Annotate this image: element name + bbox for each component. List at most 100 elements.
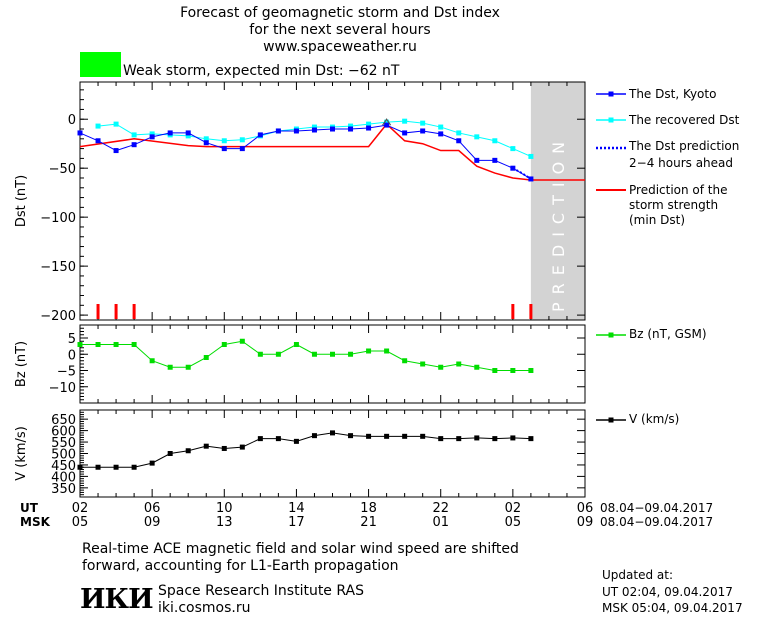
bz-line-point [95, 342, 101, 347]
recovered-dst-line-point [438, 124, 444, 130]
bz-line-point [384, 348, 390, 354]
v-ytick-label: 550 [51, 436, 76, 451]
v-line-point [221, 445, 227, 451]
legend-dst-prediction: The Dst prediction [629, 139, 740, 153]
storm-level-swatch [80, 52, 121, 77]
kyoto-dst-line-point [366, 125, 372, 131]
ut-tick-label: 22 [432, 501, 449, 516]
bz-axis-title: Bz (nT) [14, 341, 29, 387]
institute-url[interactable]: iki.cosmos.ru [158, 600, 251, 616]
chart-title: Forecast of geomagnetic storm and Dst in… [180, 5, 500, 21]
ut-tick-label: 02 [505, 501, 522, 516]
bz-line-point [185, 364, 191, 370]
ut-date-range: 08.04−09.04.2017 [600, 501, 714, 515]
v-line [80, 432, 531, 468]
recovered-dst-line-point [95, 123, 101, 129]
recovered-dst-line-point [366, 121, 372, 127]
updated-label: Updated at: [602, 568, 673, 582]
peak-marker [382, 118, 392, 126]
v-line-point [510, 435, 516, 441]
recovered-dst-line-point [203, 136, 209, 142]
ut-axis-label: UT [20, 501, 38, 515]
msk-tick-label: 13 [216, 515, 233, 530]
msk-date-range: 08.04−09.04.2017 [600, 515, 714, 529]
institute-name: Space Research Institute RAS [158, 583, 364, 599]
legend-storm-strength: Prediction of the [629, 183, 728, 197]
v-line-point [402, 433, 408, 439]
v-line-point [311, 433, 317, 439]
msk-tick-label: 05 [505, 515, 522, 530]
v-line-point [77, 464, 83, 470]
kyoto-dst-line-point [330, 126, 335, 132]
msk-tick-label: 21 [360, 515, 377, 530]
kyoto-dst-line-point [203, 140, 209, 146]
prediction-label: PREDICTION [549, 134, 568, 312]
v-ytick-label: 600 [51, 425, 76, 440]
v-ytick-label: 450 [51, 459, 76, 474]
prediction-region [530, 82, 585, 320]
bz-line-point [239, 338, 245, 344]
updated-msk: MSK 05:04, 09.04.2017 [602, 601, 743, 615]
kyoto-dst-line-point [113, 148, 119, 154]
propagation-note: Real-time ACE magnetic field and solar w… [82, 541, 519, 557]
kyoto-dst-line-point [384, 122, 390, 128]
iki-logo: ИКИ [80, 584, 154, 615]
v-ytick-label: 400 [51, 470, 76, 485]
recovered-dst-line-point [420, 120, 426, 126]
kyoto-dst-line-point [185, 130, 191, 136]
bz-ytick-label: −10 [49, 381, 76, 396]
recovered-dst-line-point [311, 124, 317, 130]
v-line-point [293, 438, 299, 444]
legend-dst-prediction-hours: 2−4 hours ahead [629, 156, 734, 170]
recovered-dst-line-point [348, 123, 354, 129]
bz-frame [79, 324, 586, 404]
msk-tick-label: 01 [432, 515, 449, 530]
website-link[interactable]: www.spaceweather.ru [263, 39, 417, 55]
bz-line-point [528, 368, 534, 373]
legend-dst-recovered: The recovered Dst [629, 113, 740, 127]
bz-line-point [221, 342, 227, 347]
dst-ytick-label: −200 [40, 309, 76, 324]
bz-line-point [366, 348, 372, 354]
kyoto-dst-line-point [311, 127, 317, 133]
v-line-point [384, 433, 390, 439]
recovered-dst-line-point [113, 121, 119, 127]
v-line-point [239, 444, 245, 450]
kyoto-dst-line-point [221, 146, 227, 152]
ut-tick-label: 10 [216, 501, 233, 516]
dst-axis-title: Dst (nT) [14, 175, 29, 227]
v-line-point [167, 451, 173, 456]
v-line-point [149, 460, 155, 466]
bz-line-point [311, 351, 317, 357]
bz-line-point [257, 351, 263, 357]
recovered-dst-line-point [239, 137, 245, 143]
msk-tick-label: 17 [288, 515, 305, 530]
storm-level-label: Weak storm, expected min Dst: −62 nT [123, 63, 400, 79]
msk-tick-label: 05 [72, 515, 89, 530]
bz-line-point [510, 368, 516, 373]
dst-ytick-label: −150 [40, 260, 76, 275]
v-ytick-label: 650 [51, 413, 76, 428]
kyoto-dst-line-point [275, 128, 281, 134]
chart-subtitle: for the next several hours [249, 22, 431, 38]
storm-strength-line [79, 123, 585, 181]
legend-v-line-marker [608, 417, 614, 423]
bz-ytick-label: −5 [57, 365, 76, 380]
bz-line-point [113, 342, 119, 347]
kyoto-dst-line [79, 124, 532, 180]
legend-bz: Bz (nT, GSM) [629, 327, 707, 341]
recovered-dst-line-point [384, 119, 390, 125]
bz-line-point [420, 361, 426, 367]
bz-line-point [438, 364, 444, 370]
v-ytick-label: 350 [51, 482, 76, 497]
v-line-point [474, 435, 480, 441]
v-line-point [203, 443, 209, 449]
bz-line [80, 340, 531, 371]
bz-line-point [492, 368, 498, 373]
bz-line-point [275, 351, 281, 357]
legend-storm-strength-line3: (min Dst) [629, 213, 686, 227]
v-line-point [438, 436, 444, 442]
bz-line-point [77, 342, 83, 347]
bz-line-point [203, 355, 209, 360]
ut-tick-label: 06 [144, 501, 161, 516]
